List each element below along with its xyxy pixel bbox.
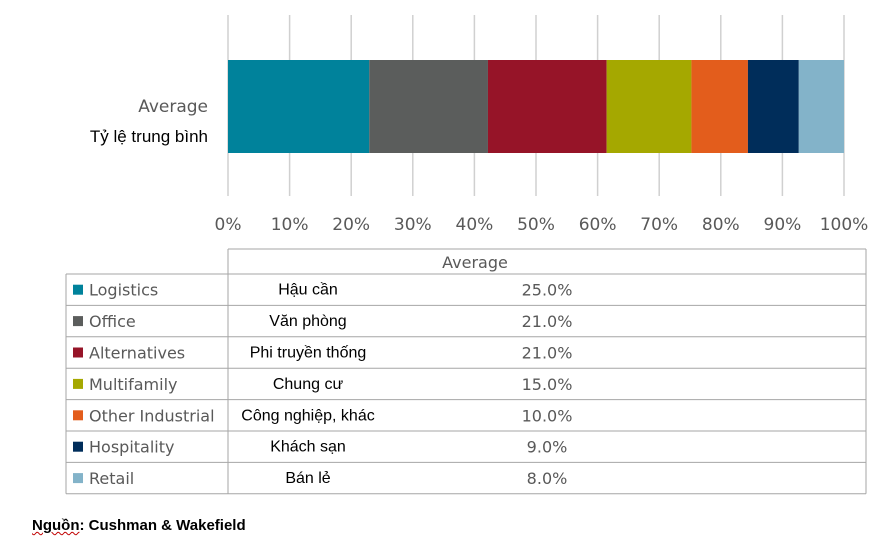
table-row-label-en: Hospitality: [89, 438, 174, 457]
table-cell-value: 15.0%: [522, 375, 573, 394]
bar-segment-logistics: [228, 60, 370, 153]
category-label-en: Average: [138, 97, 208, 117]
source-text: : Cushman & Wakefield: [79, 517, 246, 534]
x-tick-label: 20%: [332, 215, 370, 235]
x-tick-label: 70%: [640, 215, 678, 235]
source-note: Nguồn: Cushman & Wakefield: [32, 517, 246, 534]
legend-swatch: [73, 347, 83, 358]
table-row-label-en: Alternatives: [89, 344, 185, 363]
legend-swatch: [73, 441, 83, 452]
source-prefix: Nguồn: [32, 517, 80, 534]
category-label-vi: Tỷ lệ trung bình: [90, 127, 208, 146]
legend-swatch: [73, 473, 83, 484]
legend-swatch: [73, 316, 83, 327]
table-cell-value: 21.0%: [522, 344, 573, 363]
table-row-label-vi: Chung cư: [273, 376, 344, 393]
x-tick-label: 90%: [764, 215, 802, 235]
table-cell-value: 25.0%: [522, 281, 573, 300]
table-row-label-vi: Khách sạn: [270, 439, 346, 456]
x-tick-label: 0%: [215, 215, 242, 235]
x-axis-ticks: 0% 10% 20% 30% 40% 50% 60% 70% 80% 90% 100%: [215, 215, 869, 235]
table-row-label-en: Multifamily: [89, 375, 178, 394]
table-row-label-en: Logistics: [89, 281, 158, 300]
x-tick-label: 80%: [702, 215, 740, 235]
table-header: Average: [442, 253, 508, 272]
table-row-label-vi: Phi truyền thống: [250, 345, 367, 362]
table-cell-value: 8.0%: [527, 469, 568, 488]
x-tick-label: 30%: [394, 215, 432, 235]
table-cell-value: 10.0%: [522, 406, 573, 425]
bar-segment-multifamily: [606, 60, 692, 153]
x-tick-label: 50%: [517, 215, 555, 235]
table-row-label-en: Retail: [89, 469, 134, 488]
bar-segment-office: [369, 60, 488, 153]
bar-segment-other-industrial: [691, 60, 748, 153]
legend-swatch: [73, 284, 83, 295]
data-table: Average Logistics Hậu cần 25.0% Office Văn ph…: [65, 248, 867, 495]
x-tick-label: 60%: [579, 215, 617, 235]
table-cell-value: 9.0%: [527, 438, 568, 457]
table-row-label-vi: Văn phòng: [269, 313, 346, 330]
bar-segment-alternatives: [487, 60, 607, 153]
x-tick-label: 40%: [456, 215, 494, 235]
x-tick-label: 100%: [820, 215, 869, 235]
legend-swatch: [73, 410, 83, 421]
chart-bars: [228, 60, 844, 153]
table-cell-value: 21.0%: [522, 312, 573, 331]
table-row-label-vi: Bán lẻ: [285, 470, 330, 487]
bar-segment-retail: [798, 60, 844, 153]
x-tick-label: 10%: [271, 215, 309, 235]
table-row-label-en: Office: [89, 312, 136, 331]
table-row-label-vi: Hậu cần: [278, 282, 338, 299]
bar-segment-hospitality: [747, 60, 799, 153]
legend-swatch: [73, 378, 83, 389]
table-row-label-en: Other Industrial: [89, 406, 215, 425]
table-row-label-vi: Công nghiệp, khác: [241, 407, 374, 424]
